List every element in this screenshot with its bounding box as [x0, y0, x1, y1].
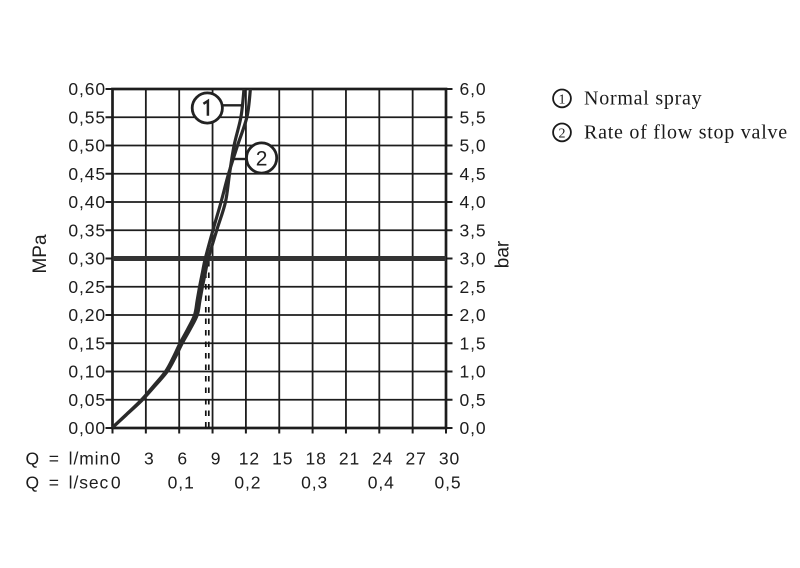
svg-text:0,5: 0,5 — [460, 390, 487, 410]
svg-text:12: 12 — [239, 449, 260, 469]
svg-text:2: 2 — [256, 148, 268, 171]
svg-text:1: 1 — [559, 92, 566, 107]
svg-text:0,5: 0,5 — [434, 473, 461, 493]
svg-text:0,00: 0,00 — [68, 418, 106, 438]
svg-text:0: 0 — [111, 449, 122, 469]
svg-text:Q = l/min: Q = l/min — [26, 449, 111, 469]
svg-text:MPa: MPa — [30, 234, 51, 274]
svg-text:4,0: 4,0 — [460, 192, 487, 212]
svg-text:5,0: 5,0 — [460, 136, 487, 156]
svg-text:18: 18 — [305, 449, 326, 469]
svg-text:1,5: 1,5 — [460, 333, 487, 353]
svg-text:0,35: 0,35 — [68, 220, 106, 240]
svg-text:24: 24 — [372, 449, 393, 469]
svg-text:3,5: 3,5 — [460, 220, 487, 240]
svg-text:6,0: 6,0 — [460, 79, 487, 99]
svg-text:3,0: 3,0 — [460, 249, 487, 269]
svg-text:0,50: 0,50 — [68, 136, 106, 156]
svg-text:1,0: 1,0 — [460, 362, 487, 382]
svg-text:0,1: 0,1 — [168, 473, 195, 493]
svg-text:5,5: 5,5 — [460, 107, 487, 127]
svg-text:0,2: 0,2 — [234, 473, 261, 493]
svg-text:bar: bar — [493, 240, 514, 268]
svg-text:2,5: 2,5 — [460, 277, 487, 297]
svg-text:0,25: 0,25 — [68, 277, 106, 297]
svg-text:Q = l/sec: Q = l/sec — [26, 473, 110, 493]
svg-text:Normal spray: Normal spray — [584, 88, 702, 110]
svg-text:9: 9 — [211, 449, 222, 469]
svg-text:0,40: 0,40 — [68, 192, 106, 212]
svg-text:6: 6 — [177, 449, 188, 469]
svg-text:0,0: 0,0 — [460, 418, 487, 438]
svg-text:0,10: 0,10 — [68, 362, 106, 382]
svg-text:0,05: 0,05 — [68, 390, 106, 410]
svg-text:4,5: 4,5 — [460, 164, 487, 184]
svg-text:0,45: 0,45 — [68, 164, 106, 184]
svg-text:27: 27 — [406, 449, 427, 469]
svg-text:0,3: 0,3 — [301, 473, 328, 493]
svg-text:0,30: 0,30 — [68, 249, 106, 269]
svg-text:0,20: 0,20 — [68, 305, 106, 325]
svg-text:21: 21 — [339, 449, 360, 469]
svg-text:2,0: 2,0 — [460, 305, 487, 325]
svg-text:30: 30 — [439, 449, 460, 469]
svg-text:0: 0 — [111, 473, 122, 493]
svg-text:0,60: 0,60 — [68, 79, 106, 99]
svg-text:0,55: 0,55 — [68, 107, 106, 127]
svg-text:Rate of flow stop valve: Rate of flow stop valve — [584, 122, 788, 144]
svg-text:15: 15 — [272, 449, 293, 469]
svg-text:0,4: 0,4 — [368, 473, 395, 493]
svg-text:2: 2 — [559, 126, 566, 141]
svg-text:3: 3 — [144, 449, 155, 469]
svg-text:0,15: 0,15 — [68, 333, 106, 353]
